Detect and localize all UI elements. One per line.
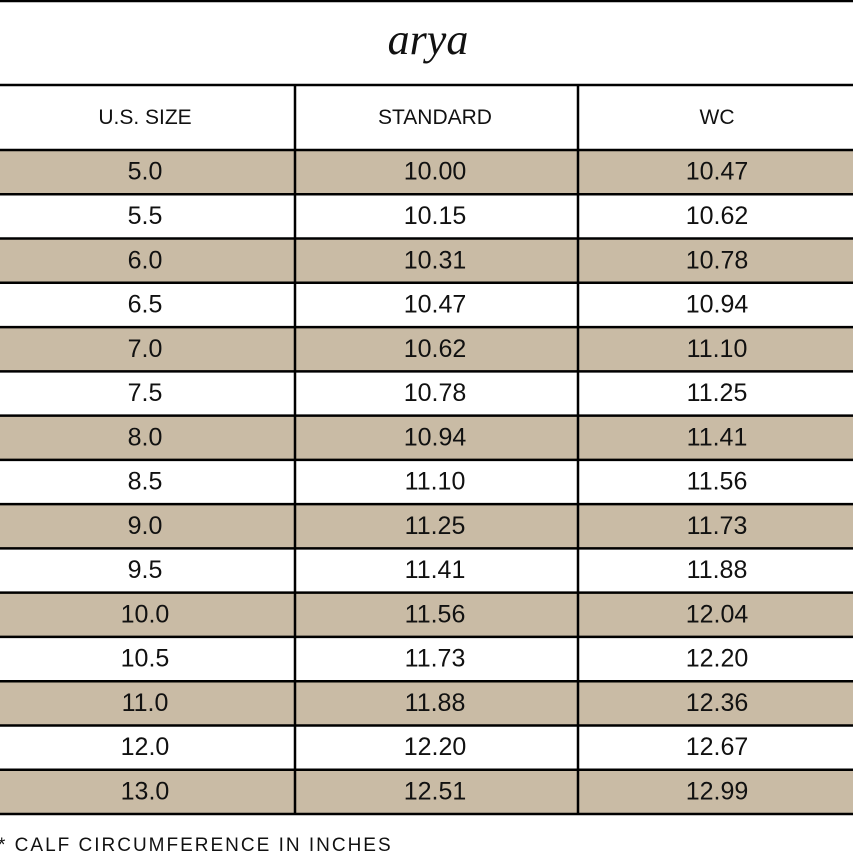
- table-cell: 11.0: [122, 689, 169, 717]
- table-cell: 10.62: [404, 335, 467, 363]
- row-shade: [0, 504, 853, 549]
- table-cell: 11.88: [405, 689, 466, 717]
- table-cell: 11.10: [687, 335, 748, 363]
- table-cell: 10.00: [404, 158, 467, 186]
- table-cell: 10.47: [686, 158, 749, 186]
- table-cell: 10.5: [121, 645, 170, 673]
- table-cell: 12.99: [686, 777, 749, 805]
- table-cell: 11.73: [687, 512, 748, 540]
- row-shade: [0, 769, 853, 814]
- row-shade: [0, 681, 853, 726]
- table-cell: 12.0: [121, 733, 170, 761]
- table-cell: 12.51: [404, 777, 467, 805]
- table-cell: 12.67: [686, 733, 749, 761]
- table-cell: 10.62: [686, 202, 749, 230]
- table-cell: 7.5: [128, 379, 163, 407]
- table-cell: 9.0: [128, 512, 163, 540]
- table-cell: 10.78: [404, 379, 467, 407]
- header-cell: STANDARD: [378, 106, 492, 129]
- table-cell: 11.56: [687, 468, 748, 496]
- row-shade: [0, 327, 853, 372]
- table-cell: 6.0: [128, 246, 163, 274]
- table-cell: 11.25: [687, 379, 748, 407]
- table-cell: 8.5: [128, 468, 163, 496]
- table-cell: 11.41: [405, 556, 466, 584]
- table-cell: 12.20: [404, 733, 467, 761]
- table-cell: 12.04: [686, 600, 749, 628]
- table-cell: 11.88: [687, 556, 748, 584]
- table-cell: 5.0: [128, 158, 163, 186]
- table-cell: 5.5: [128, 202, 163, 230]
- table-cell: 10.94: [686, 291, 749, 319]
- title: arya: [388, 15, 469, 64]
- row-shade: [0, 238, 853, 283]
- table-cell: 11.25: [405, 512, 466, 540]
- table-cell: 13.0: [121, 777, 170, 805]
- table-cell: 10.47: [404, 291, 467, 319]
- table-cell: 10.94: [404, 423, 467, 451]
- row-shade: [0, 150, 853, 195]
- table-cell: 10.31: [404, 246, 467, 274]
- header-cell: WC: [700, 106, 735, 129]
- table-cell: 11.73: [405, 645, 466, 673]
- table-cell: 11.41: [687, 423, 748, 451]
- footnote: * CALF CIRCUMFERENCE IN INCHES: [0, 835, 393, 853]
- table-cell: 12.20: [686, 645, 749, 673]
- table-cell: 10.15: [404, 202, 467, 230]
- row-shade: [0, 415, 853, 460]
- table-cell: 11.10: [405, 468, 466, 496]
- table-cell: 6.5: [128, 291, 163, 319]
- table-cell: 10.0: [121, 600, 170, 628]
- table-cell: 11.56: [405, 600, 466, 628]
- table-cell: 10.78: [686, 246, 749, 274]
- row-shade: [0, 592, 853, 637]
- table-cell: 9.5: [128, 556, 163, 584]
- table-cell: 7.0: [128, 335, 163, 363]
- header-cell: U.S. SIZE: [98, 106, 191, 129]
- table-cell: 8.0: [128, 423, 163, 451]
- table-cell: 12.36: [686, 689, 749, 717]
